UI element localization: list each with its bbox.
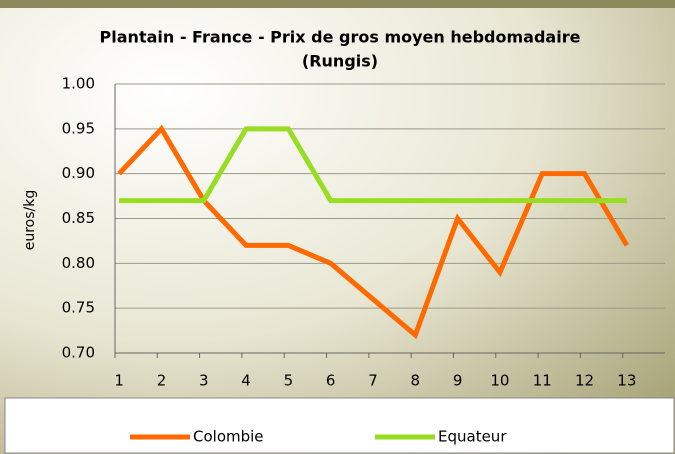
y-tick-label: 0.95 (62, 119, 95, 137)
x-tick-label: 1 (114, 372, 124, 390)
x-tick-label: 7 (368, 372, 378, 390)
x-tick-label: 13 (617, 372, 636, 390)
chart-subtitle: (Rungis) (302, 52, 378, 71)
x-tick-label: 2 (157, 372, 167, 390)
y-axis-label: euros/kg (22, 190, 38, 251)
chart-title: Plantain - France - Prix de gros moyen h… (100, 28, 581, 47)
x-tick-label: 8 (411, 372, 421, 390)
y-tick-label: 0.90 (62, 164, 95, 182)
legend-box (4, 397, 675, 454)
legend-label: Colombie (193, 428, 264, 446)
y-tick-label: 0.75 (62, 299, 95, 317)
y-tick-label: 0.70 (62, 344, 95, 362)
x-tick-label: 10 (490, 372, 509, 390)
x-tick-label: 6 (326, 372, 336, 390)
x-tick-label: 12 (575, 372, 594, 390)
y-tick-label: 0.85 (62, 209, 95, 227)
x-tick-label: 11 (533, 372, 552, 390)
x-tick-label: 9 (453, 372, 463, 390)
x-tick-label: 4 (241, 372, 251, 390)
y-tick-label: 1.00 (62, 75, 95, 93)
x-tick-label: 3 (199, 372, 209, 390)
legend-label: Equateur (438, 428, 507, 446)
series-line (119, 126, 627, 204)
top-band (0, 0, 675, 8)
y-tick-label: 0.80 (62, 254, 95, 272)
x-tick-label: 5 (284, 372, 294, 390)
